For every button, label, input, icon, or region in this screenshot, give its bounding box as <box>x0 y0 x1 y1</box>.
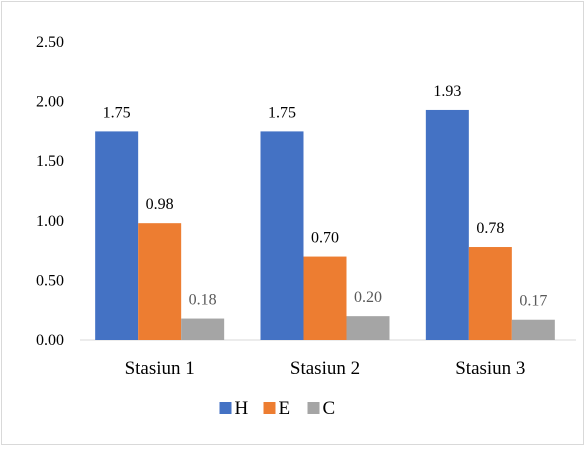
data-label: 0.18 <box>189 292 217 309</box>
data-label: 0.17 <box>519 293 547 310</box>
legend-item-c: C <box>307 398 336 419</box>
legend-item-h: H <box>219 398 249 419</box>
y-tick-label: 1.50 <box>36 153 64 170</box>
chart-frame: 0.00 0.50 1.00 1.50 2.00 2.50 Stasiun 1 Stasiu… <box>1 1 584 445</box>
bar-e-2 <box>303 256 347 340</box>
legend-label: H <box>235 398 249 419</box>
legend-swatch <box>219 402 232 414</box>
bar-e-1 <box>138 223 182 340</box>
data-label: 1.93 <box>433 83 461 100</box>
x-tick-label: Stasiun 3 <box>455 358 525 379</box>
y-tick-label: 2.50 <box>36 34 64 51</box>
data-label: 0.20 <box>354 289 382 306</box>
y-tick-label: 0.00 <box>36 332 64 349</box>
data-labels: 1.75 0.98 0.18 1.75 0.70 0.20 1.93 0.78 0.17 <box>103 83 548 310</box>
legend-label: C <box>323 398 336 419</box>
y-tick-label: 0.50 <box>36 272 64 289</box>
data-label: 0.70 <box>311 230 339 247</box>
y-axis: 0.00 0.50 1.00 1.50 2.00 2.50 <box>36 34 64 349</box>
x-axis: Stasiun 1 Stasiun 2 Stasiun 3 <box>80 339 576 379</box>
legend-swatch <box>263 402 276 414</box>
bar-h-1 <box>95 131 139 340</box>
data-label: 1.75 <box>268 104 296 121</box>
data-label: 1.75 <box>103 104 131 121</box>
y-tick-label: 1.00 <box>36 213 64 230</box>
bar-c-1 <box>181 318 225 340</box>
x-tick-label: Stasiun 1 <box>125 358 195 379</box>
bar-e-3 <box>468 247 512 340</box>
x-tick-label: Stasiun 2 <box>290 358 360 379</box>
legend-item-e: E <box>263 398 291 419</box>
legend-label: E <box>279 398 291 419</box>
legend-swatch <box>307 402 320 414</box>
data-label: 0.98 <box>146 196 174 213</box>
bar-chart: 0.000.501.001.502.002.50 Stasiun 1 Stasiu… <box>36 34 576 419</box>
data-label: 0.78 <box>476 220 504 237</box>
bar-h-3 <box>425 109 469 340</box>
bar-c-3 <box>511 319 555 340</box>
bars <box>95 109 555 340</box>
bar-h-2 <box>260 131 304 340</box>
y-tick-label: 2.00 <box>36 94 64 111</box>
bar-c-2 <box>346 316 390 340</box>
